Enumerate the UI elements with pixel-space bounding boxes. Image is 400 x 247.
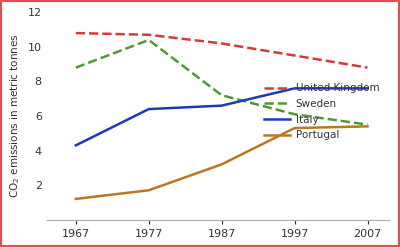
Portugal [146, 189, 151, 192]
Line: Portugal: Portugal [76, 126, 368, 199]
Portugal [292, 127, 297, 130]
Sweden [219, 94, 224, 97]
Sweden [74, 66, 78, 69]
United Kingdom [74, 32, 78, 35]
Italy [365, 87, 370, 90]
United Kingdom [219, 42, 224, 45]
Line: Sweden: Sweden [76, 40, 368, 125]
Legend: United Kingdom, Sweden, Italy, Portugal: United Kingdom, Sweden, Italy, Portugal [264, 83, 379, 141]
Sweden [365, 123, 370, 126]
Portugal [74, 197, 78, 200]
Italy [146, 108, 151, 111]
United Kingdom [292, 54, 297, 57]
Italy [219, 104, 224, 107]
Portugal [365, 125, 370, 128]
Italy [292, 87, 297, 90]
Line: United Kingdom: United Kingdom [76, 33, 368, 68]
Italy [74, 144, 78, 147]
Y-axis label: CO$_2$ emissions in metric tonnes: CO$_2$ emissions in metric tonnes [8, 34, 22, 198]
United Kingdom [146, 33, 151, 36]
Sweden [146, 39, 151, 41]
United Kingdom [365, 66, 370, 69]
Portugal [219, 163, 224, 166]
Line: Italy: Italy [76, 88, 368, 145]
Sweden [292, 113, 297, 116]
